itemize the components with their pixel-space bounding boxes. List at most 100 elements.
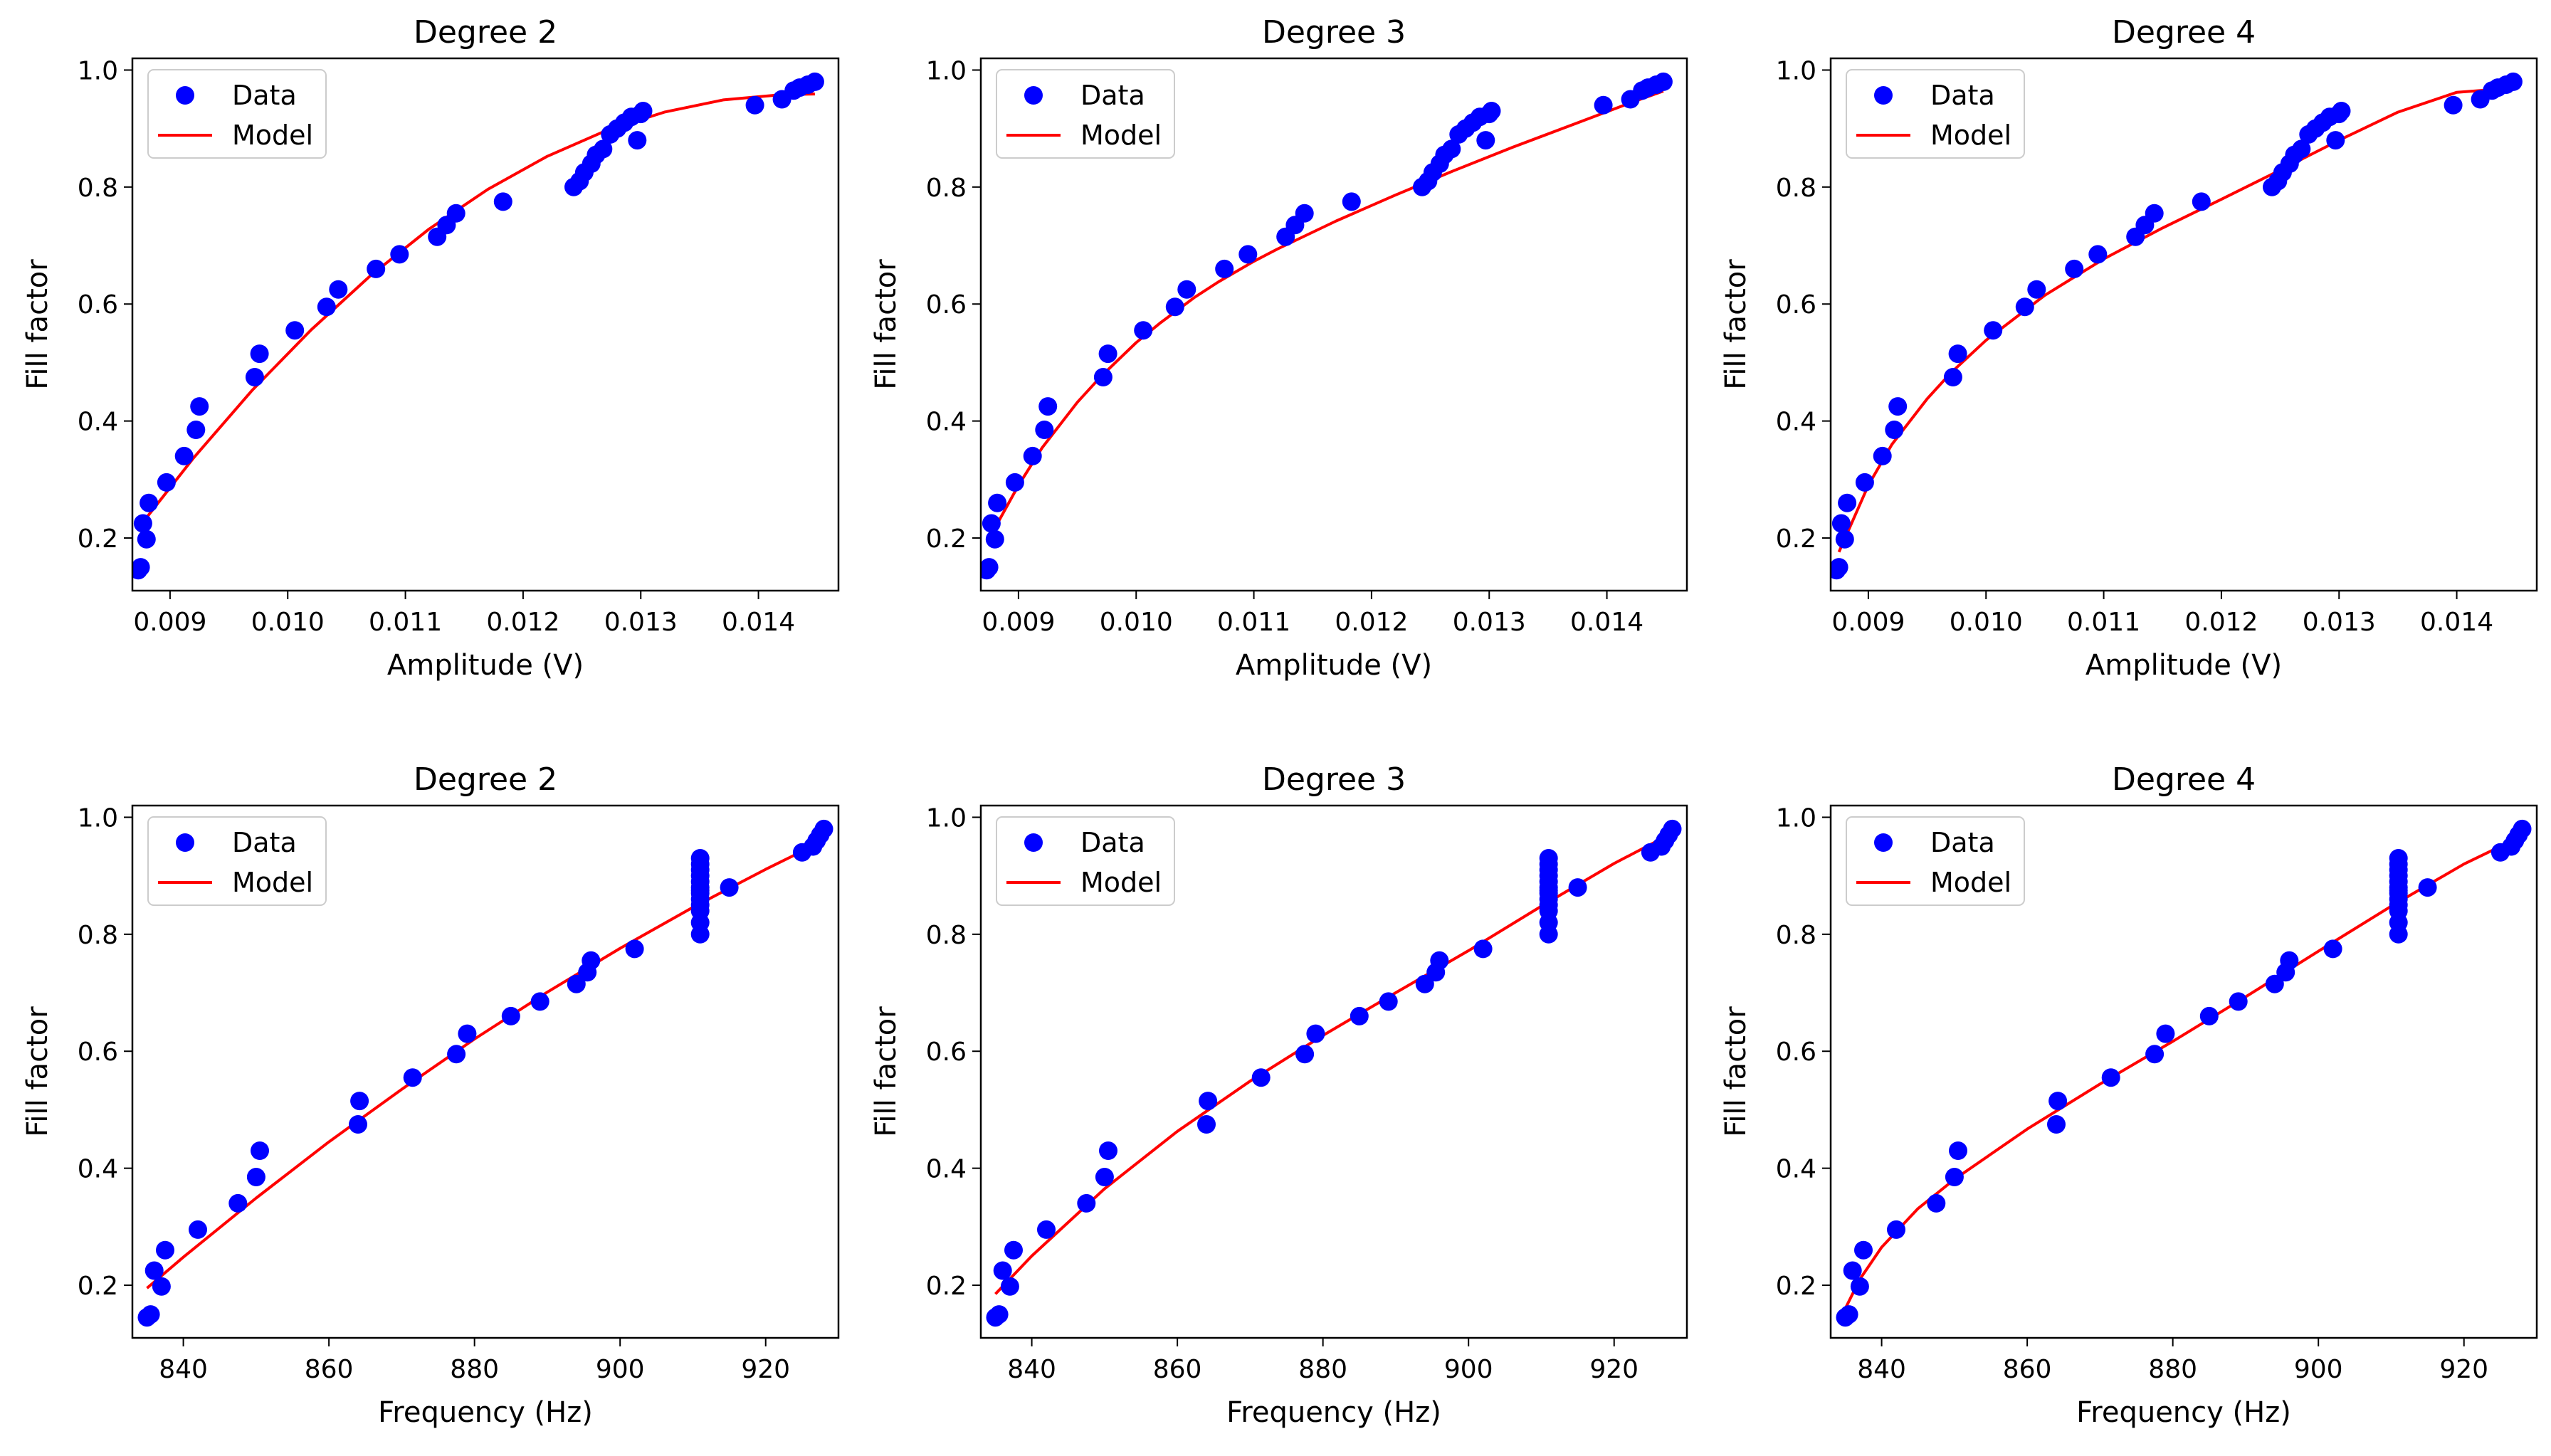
data-point	[1927, 1193, 1946, 1213]
y-axis-label: Fill factor	[1720, 259, 1752, 390]
data-point	[1415, 974, 1434, 993]
legend-label-data: Data	[1930, 827, 1995, 858]
data-point	[1295, 1045, 1315, 1064]
data-point	[285, 321, 305, 340]
data-point	[141, 1305, 160, 1324]
data-point	[2280, 951, 2299, 970]
y-tick-label: 0.4	[1776, 1155, 1816, 1184]
x-tick-label: 860	[305, 1355, 354, 1384]
y-tick-label: 0.8	[78, 921, 118, 950]
data-point	[1843, 1261, 1862, 1280]
data-point	[1945, 1168, 1964, 1186]
legend-data-marker	[176, 86, 194, 105]
legend: Data Model	[1846, 69, 2025, 159]
x-tick-label: 920	[1589, 1355, 1639, 1384]
model-line	[987, 90, 1664, 539]
data-point	[1095, 1168, 1114, 1186]
data-point	[1835, 529, 1854, 549]
data-point	[446, 204, 466, 223]
y-tick-label: 0.6	[78, 1038, 118, 1067]
data-point	[1093, 368, 1113, 386]
x-tick-label: 880	[2148, 1355, 2197, 1384]
x-axis-label: Frequency (Hz)	[378, 1396, 593, 1429]
chart-panel-4: Degree 2 840 860 880 900 920 0.2 0.4 0.6 0.8 1.0 Fr…	[21, 761, 840, 1429]
data-point	[2048, 1092, 2068, 1111]
plot-area	[132, 72, 824, 580]
data-point	[1037, 1220, 1056, 1239]
data-point	[1854, 1240, 1873, 1260]
data-point	[1251, 1068, 1271, 1087]
data-point	[1949, 1141, 1967, 1160]
data-point	[1839, 1305, 1858, 1324]
y-tick-label: 0.2	[1776, 524, 1816, 554]
data-point	[2015, 297, 2034, 317]
y-tick-label: 0.6	[1776, 290, 1816, 320]
data-point	[1177, 280, 1196, 299]
x-tick-label: 0.010	[1100, 608, 1173, 637]
data-point	[1035, 421, 1054, 439]
x-tick-label: 900	[1444, 1355, 1493, 1384]
chart-title: Degree 2	[414, 761, 557, 798]
x-tick-label: 0.014	[1570, 608, 1643, 637]
data-point	[2065, 259, 2084, 278]
data-point	[1342, 192, 1361, 211]
data-point	[2027, 280, 2046, 299]
x-tick-label: 900	[2294, 1355, 2343, 1384]
chart-panel-1: Degree 2 0.009 0.010 0.011 0.012 0.013 0.014 0.…	[21, 14, 840, 682]
data-point	[985, 529, 1004, 549]
data-point	[132, 558, 150, 577]
axes-frame	[979, 57, 1688, 592]
data-point	[1831, 558, 1848, 577]
data-point	[1594, 95, 1613, 115]
y-tick-label: 0.4	[78, 1155, 118, 1184]
data-point	[2332, 102, 2351, 120]
data-point	[1476, 131, 1495, 150]
x-tick-label: 0.009	[1831, 608, 1905, 637]
data-point	[1539, 878, 1558, 897]
x-tick-label: 0.011	[2067, 608, 2140, 637]
x-tick-label: 0.012	[486, 608, 559, 637]
data-point	[1984, 321, 2003, 340]
legend-label-model: Model	[232, 867, 313, 898]
data-point	[805, 72, 824, 91]
data-point	[189, 1220, 207, 1239]
legend: Data Model	[996, 69, 1175, 159]
data-point	[567, 974, 586, 993]
data-point	[1350, 1006, 1369, 1025]
data-point	[1215, 259, 1234, 278]
data-point	[329, 280, 348, 299]
plot-area	[981, 72, 1673, 580]
data-point	[1831, 514, 1851, 533]
x-tick-label: 860	[2003, 1355, 2052, 1384]
data-point	[690, 878, 710, 897]
plot-area	[137, 819, 833, 1327]
data-point	[2503, 72, 2523, 91]
data-point	[2389, 878, 2408, 897]
data-point	[1004, 1240, 1023, 1260]
legend-label-model: Model	[1080, 120, 1162, 151]
y-tick-label: 0.6	[926, 290, 967, 320]
y-axis-label: Fill factor	[21, 1006, 54, 1137]
data-point	[390, 245, 409, 264]
x-tick-label: 0.014	[2420, 608, 2493, 637]
x-tick-label: 860	[1153, 1355, 1202, 1384]
data-point	[2229, 992, 2248, 1011]
y-tick-label: 1.0	[78, 56, 118, 85]
data-point	[1005, 473, 1024, 492]
data-point	[1306, 1024, 1325, 1043]
data-point	[1134, 321, 1153, 340]
data-point	[1098, 344, 1117, 364]
data-point	[1295, 204, 1314, 223]
chart-panel-5: Degree 3 840 860 880 900 920 0.2 0.4 0.6 0.8 1.0 Fr…	[870, 761, 1688, 1429]
data-point	[1888, 397, 1908, 416]
data-point	[1238, 245, 1258, 264]
x-tick-label: 840	[1007, 1355, 1056, 1384]
data-point	[1873, 446, 1892, 465]
data-point	[1943, 368, 1962, 386]
y-tick-label: 0.2	[1776, 1272, 1816, 1301]
data-point	[1855, 473, 1874, 492]
y-axis-label: Fill factor	[870, 259, 903, 390]
data-point	[133, 514, 152, 533]
data-point	[2156, 1024, 2175, 1043]
